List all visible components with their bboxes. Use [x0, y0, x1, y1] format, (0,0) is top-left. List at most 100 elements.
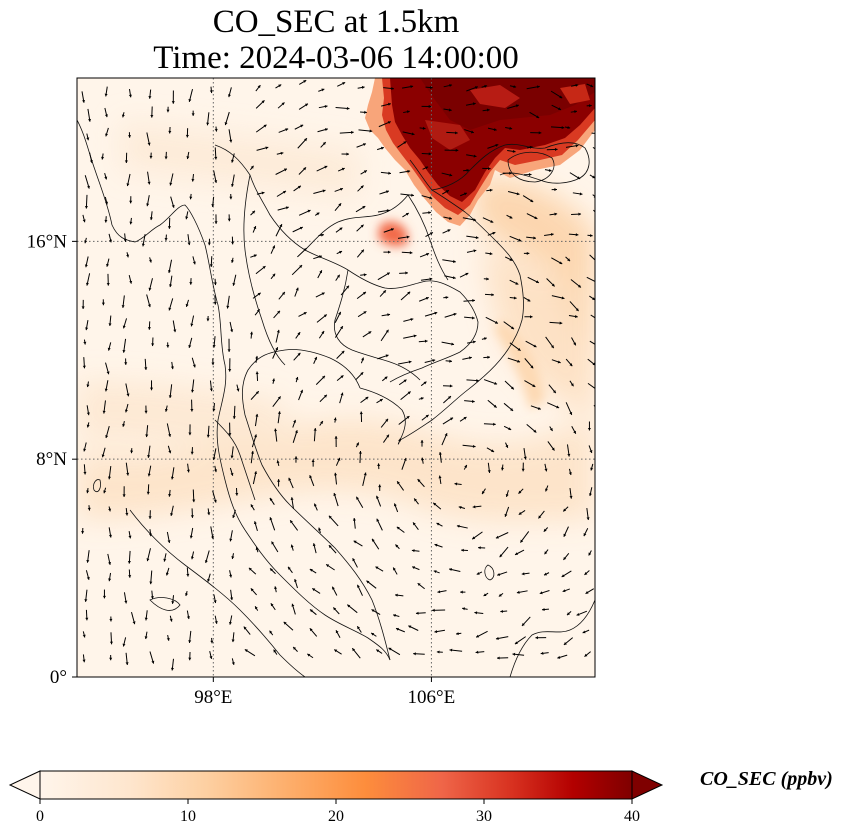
wind-arrow-head — [599, 410, 602, 413]
wind-arrow-head — [191, 113, 195, 116]
wind-arrow-head — [82, 219, 86, 223]
wind-arrow-head — [371, 632, 375, 636]
wind-arrow-head — [297, 332, 301, 336]
wind-arrow-head — [304, 138, 307, 142]
wind-arrow-head — [339, 250, 343, 254]
wind-arrow-head — [549, 428, 553, 432]
wind-arrow-head — [186, 156, 190, 159]
wind-arrow-head — [294, 578, 297, 582]
wind-arrow-head — [168, 493, 172, 497]
wind-arrow-head — [563, 508, 567, 512]
wind-arrow-head — [128, 535, 132, 539]
wind-arrow-head — [425, 296, 429, 300]
wind-arrow-head — [509, 171, 512, 175]
wind-arrow-head — [312, 588, 316, 592]
wind-arrow-head — [231, 241, 235, 245]
wind-arrow-head — [489, 252, 493, 256]
wind-arrow-head — [323, 394, 327, 398]
wind-arrow-head — [209, 90, 213, 94]
wind-arrow-head — [83, 341, 87, 345]
wind-arrow-head — [326, 564, 330, 568]
wind-arrow-head — [173, 329, 177, 333]
wind-arrow-head — [303, 248, 307, 252]
wind-arrow-head — [106, 371, 110, 375]
wind-arrow-head — [124, 409, 128, 413]
wind-arrow-head — [545, 488, 548, 492]
wind-arrow-head — [447, 229, 451, 233]
wind-arrow-head — [544, 572, 548, 576]
wind-arrow-head — [386, 272, 390, 276]
wind-arrow-head — [227, 349, 231, 352]
wind-arrow-head — [561, 126, 565, 130]
wind-arrow-head — [227, 94, 231, 98]
wind-arrow-head — [333, 607, 337, 611]
wind-arrow-head — [277, 479, 281, 482]
wind-arrow-head — [206, 434, 210, 438]
wind-arrow-head — [356, 442, 359, 446]
wind-arrow-head — [250, 504, 254, 508]
wind-arrow-head — [125, 662, 129, 665]
wind-arrow-head — [126, 254, 130, 258]
wind-arrow-head — [186, 469, 190, 473]
wind-arrow-head — [575, 308, 579, 312]
wind-arrow-head — [500, 609, 504, 613]
wind-arrow-head — [309, 475, 313, 479]
wind-arrow-head — [585, 591, 589, 594]
wind-arrow-head — [307, 653, 311, 657]
wind-arrow-head — [86, 576, 90, 580]
wind-arrow-head — [126, 183, 130, 187]
wind-arrow — [589, 340, 595, 345]
wind-arrow-head — [430, 85, 433, 90]
wind-arrow-head — [407, 169, 411, 173]
wind-arrow-head — [588, 493, 592, 497]
wind-arrow-head — [86, 559, 90, 563]
wind-arrow-head — [299, 226, 303, 230]
wind-arrow-head — [109, 641, 113, 645]
wind-arrow-head — [515, 552, 519, 555]
wind-arrow-head — [270, 603, 274, 607]
wind-arrow-head — [510, 408, 514, 411]
wind-arrow-head — [290, 544, 294, 548]
wind-arrow-head — [147, 455, 151, 458]
wind-arrow-head — [277, 411, 281, 415]
wind-arrow-head — [231, 639, 235, 643]
wind-arrow-head — [548, 168, 552, 172]
wind-arrow-head — [304, 103, 308, 107]
wind-arrow-head — [252, 210, 255, 214]
wind-arrow-head — [589, 104, 592, 108]
wind-arrow-head — [279, 224, 283, 228]
colorbar-tick-label: 10 — [180, 808, 196, 825]
wind-arrow-head — [433, 570, 437, 574]
wind-arrow-head — [333, 417, 337, 421]
wind-arrow-head — [274, 428, 278, 432]
wind-arrow-head — [521, 622, 525, 626]
wind-arrow-head — [445, 190, 449, 193]
wind-arrow-head — [337, 457, 341, 461]
wind-arrow-head — [513, 85, 517, 89]
wind-arrow-head — [411, 132, 415, 136]
wind-arrow-head — [226, 305, 230, 309]
wind-arrow-head — [250, 165, 254, 169]
wind-arrow-head — [146, 558, 150, 562]
wind-arrow-head — [456, 524, 460, 528]
wind-arrow-head — [414, 498, 417, 502]
wind-arrow-head — [309, 628, 313, 632]
wind-arrow-head — [144, 617, 148, 621]
wind-arrow-head — [321, 292, 325, 296]
wind-arrow-head — [566, 612, 570, 616]
wind-arrow-head — [213, 499, 217, 503]
wind-arrow-head — [190, 556, 194, 560]
wind-arrow-head — [185, 134, 189, 138]
wind-arrow-head — [523, 456, 527, 460]
wind-arrow-head — [588, 552, 592, 556]
wind-arrow-head — [272, 273, 276, 277]
wind-arrow-head — [561, 574, 565, 577]
wind-arrow-head — [579, 192, 583, 196]
wind-arrow-head — [189, 282, 193, 285]
wind-arrow-head — [512, 652, 516, 656]
wind-arrow-head — [192, 261, 196, 265]
wind-arrow-head — [192, 364, 196, 368]
wind-arrow-head — [257, 292, 261, 296]
wind-arrow-head — [282, 291, 285, 295]
